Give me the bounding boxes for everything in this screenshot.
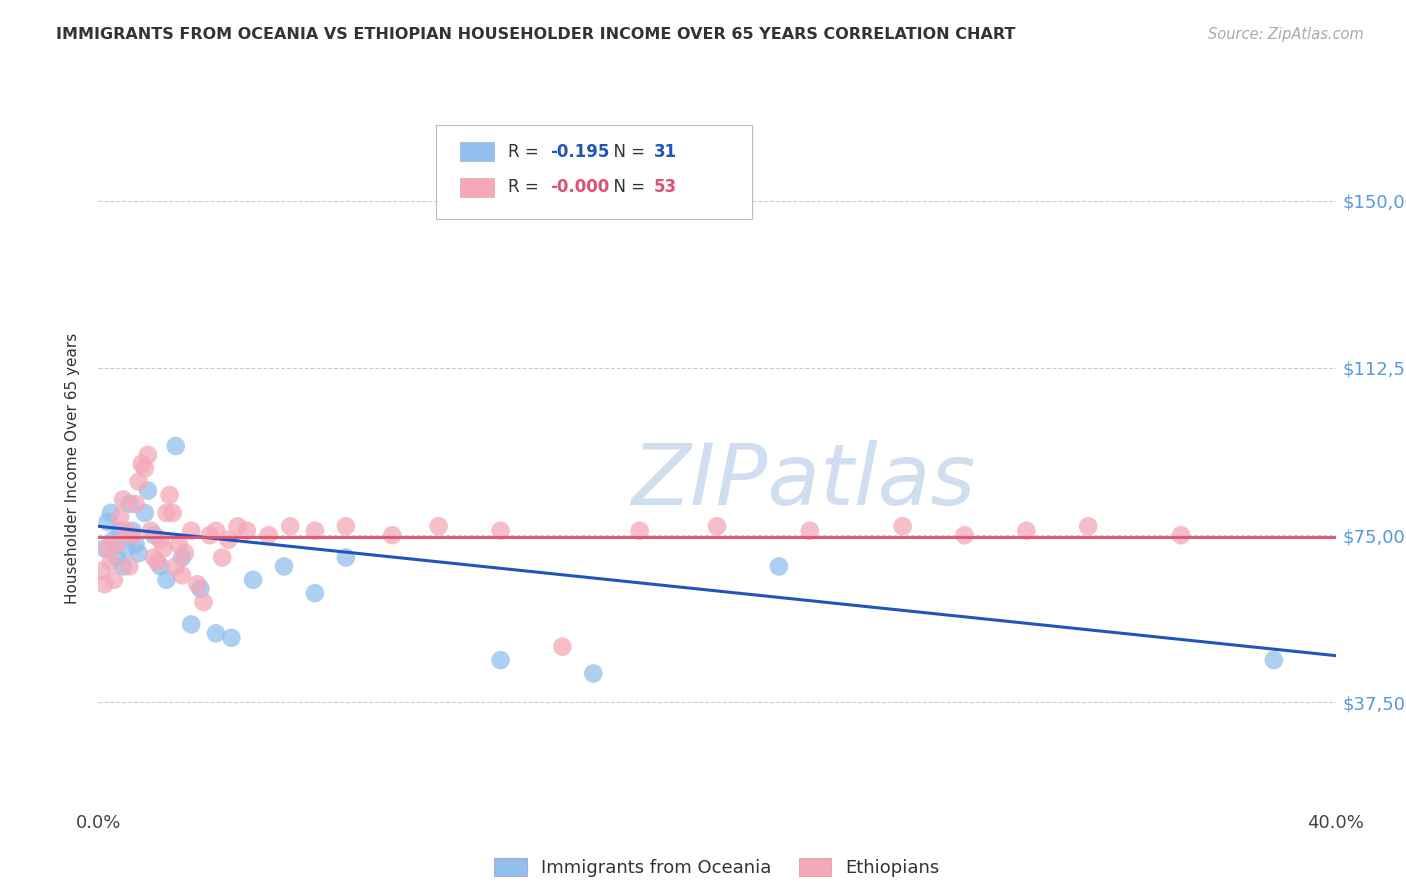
Point bbox=[136, 448, 159, 462]
Point bbox=[170, 550, 193, 565]
Point bbox=[799, 524, 821, 538]
Text: N =: N = bbox=[603, 143, 651, 161]
Point bbox=[1263, 653, 1285, 667]
Point bbox=[115, 541, 138, 556]
Point bbox=[128, 475, 150, 489]
Point bbox=[118, 559, 141, 574]
Point bbox=[257, 528, 280, 542]
Text: 53: 53 bbox=[654, 178, 676, 196]
Point bbox=[134, 461, 156, 475]
Point bbox=[278, 519, 301, 533]
Point bbox=[100, 555, 122, 569]
Y-axis label: Householder Income Over 65 years: Householder Income Over 65 years bbox=[65, 333, 80, 604]
Point bbox=[273, 559, 295, 574]
Point bbox=[551, 640, 574, 654]
Point bbox=[112, 559, 135, 574]
Point bbox=[143, 550, 166, 565]
Point bbox=[108, 510, 131, 524]
Point bbox=[136, 483, 159, 498]
Text: R =: R = bbox=[508, 143, 544, 161]
Point bbox=[90, 564, 112, 578]
Point bbox=[582, 666, 605, 681]
Text: Source: ZipAtlas.com: Source: ZipAtlas.com bbox=[1208, 27, 1364, 42]
Point bbox=[167, 537, 190, 551]
Point bbox=[953, 528, 976, 542]
Point bbox=[143, 528, 166, 542]
Point bbox=[103, 573, 125, 587]
Point bbox=[190, 582, 212, 596]
Point bbox=[211, 550, 233, 565]
Point bbox=[706, 519, 728, 533]
Point bbox=[891, 519, 914, 533]
Point bbox=[134, 506, 156, 520]
Point bbox=[170, 568, 193, 582]
Point bbox=[139, 524, 162, 538]
Point bbox=[236, 524, 259, 538]
Point bbox=[1015, 524, 1038, 538]
Point bbox=[128, 546, 150, 560]
Point bbox=[427, 519, 450, 533]
Point bbox=[115, 524, 138, 538]
Point bbox=[149, 559, 172, 574]
Point bbox=[121, 528, 143, 542]
Point bbox=[103, 533, 125, 547]
Point bbox=[381, 528, 404, 542]
Point bbox=[335, 550, 357, 565]
Point bbox=[118, 497, 141, 511]
Point bbox=[489, 653, 512, 667]
Point bbox=[112, 492, 135, 507]
Text: 31: 31 bbox=[654, 143, 676, 161]
Point bbox=[124, 497, 146, 511]
Point bbox=[97, 515, 120, 529]
Point bbox=[226, 519, 249, 533]
Text: N =: N = bbox=[603, 178, 651, 196]
Point bbox=[304, 524, 326, 538]
Point bbox=[198, 528, 221, 542]
Point bbox=[105, 550, 128, 565]
Point bbox=[217, 533, 239, 547]
Point bbox=[489, 524, 512, 538]
Point bbox=[628, 524, 651, 538]
Text: ZIPatlas: ZIPatlas bbox=[631, 440, 976, 524]
Point bbox=[131, 457, 153, 471]
Point bbox=[155, 573, 177, 587]
Point bbox=[149, 533, 172, 547]
Point bbox=[205, 626, 228, 640]
Text: IMMIGRANTS FROM OCEANIA VS ETHIOPIAN HOUSEHOLDER INCOME OVER 65 YEARS CORRELATIO: IMMIGRANTS FROM OCEANIA VS ETHIOPIAN HOU… bbox=[56, 27, 1015, 42]
Point bbox=[221, 631, 243, 645]
Text: -0.195: -0.195 bbox=[550, 143, 609, 161]
Point bbox=[165, 559, 187, 574]
Point bbox=[155, 506, 177, 520]
Text: -0.000: -0.000 bbox=[550, 178, 609, 196]
Point bbox=[174, 546, 197, 560]
Legend: Immigrants from Oceania, Ethiopians: Immigrants from Oceania, Ethiopians bbox=[486, 850, 948, 884]
Point bbox=[100, 506, 122, 520]
Point bbox=[186, 577, 208, 591]
Point bbox=[93, 541, 115, 556]
Point bbox=[165, 439, 187, 453]
Point bbox=[193, 595, 215, 609]
Point bbox=[159, 488, 181, 502]
Point bbox=[152, 541, 174, 556]
Point bbox=[105, 537, 128, 551]
Point bbox=[205, 524, 228, 538]
Point bbox=[121, 524, 143, 538]
Point bbox=[180, 524, 202, 538]
Point bbox=[304, 586, 326, 600]
Point bbox=[1170, 528, 1192, 542]
Point bbox=[242, 573, 264, 587]
Point bbox=[93, 577, 115, 591]
Point bbox=[124, 537, 146, 551]
Point bbox=[335, 519, 357, 533]
Point bbox=[1077, 519, 1099, 533]
Point bbox=[162, 506, 184, 520]
Point bbox=[97, 541, 120, 556]
Point bbox=[108, 524, 131, 538]
Text: R =: R = bbox=[508, 178, 544, 196]
Point bbox=[768, 559, 790, 574]
Point bbox=[146, 555, 169, 569]
Point bbox=[180, 617, 202, 632]
